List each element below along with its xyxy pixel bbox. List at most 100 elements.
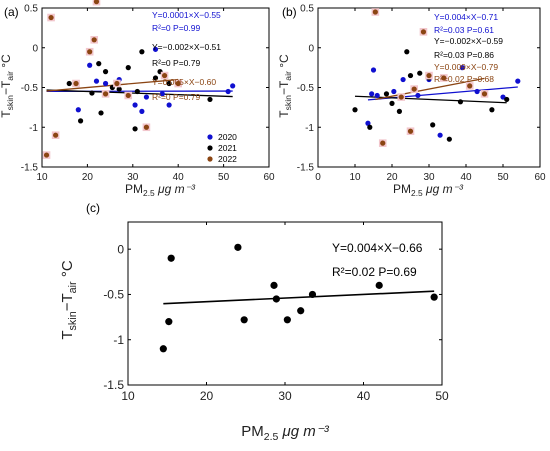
data-point-2021: [96, 61, 102, 67]
data-point-2020: [500, 94, 506, 100]
data-point-2022: [114, 80, 120, 87]
y-tick-label: -1: [113, 333, 124, 347]
data-point-2021: [134, 88, 140, 95]
fit-annotation: Y=−0.002×X−0.59: [434, 36, 503, 46]
legend-label: 2021: [218, 143, 237, 153]
data-point-2022: [125, 92, 131, 99]
y-tick-label: -0.5: [297, 83, 315, 94]
data-point-all: [283, 316, 291, 324]
legend-label: 2020: [218, 132, 237, 142]
data-point-2021: [417, 70, 423, 76]
fit-annotation: Y=0.005×X−0.60: [152, 77, 216, 87]
x-axis-label: PM2.5 μg m⁻³: [241, 423, 329, 443]
data-point-2022: [372, 9, 378, 15]
data-point-all: [308, 290, 317, 299]
fit-annotation: R²=0 P=0.99: [152, 23, 200, 33]
data-point-2020: [391, 88, 397, 95]
data-point-2022: [380, 140, 386, 146]
data-point-2021: [457, 99, 464, 105]
y-tick-label: 0: [32, 43, 38, 54]
data-point-2022: [91, 37, 97, 43]
data-point-all: [165, 318, 173, 326]
fit-annotation: Y=0.004×X−0.71: [434, 12, 498, 22]
data-point-2022: [161, 72, 168, 79]
data-point-2022: [53, 132, 59, 138]
x-tick-label: 30: [423, 172, 435, 183]
data-point-2021: [389, 100, 395, 106]
data-point-2020: [515, 78, 521, 84]
data-point-2022: [175, 80, 181, 87]
data-point-2020: [459, 65, 465, 71]
data-point-2022: [481, 91, 488, 97]
x-tick-label: 30: [278, 389, 292, 403]
y-tick-label: -0.5: [21, 83, 39, 94]
data-point-2020: [474, 88, 480, 95]
x-tick-label: 40: [460, 172, 472, 183]
data-point-2021: [489, 107, 495, 113]
data-point-2020: [437, 132, 443, 138]
data-point-all: [167, 254, 175, 262]
fit-line: [375, 77, 485, 101]
data-point-2020: [139, 108, 145, 114]
x-axis-label: PM2.5 μg m⁻³: [393, 182, 464, 198]
data-point-2022: [102, 91, 109, 97]
data-point-2020: [132, 102, 138, 108]
panel-label: (c): [86, 201, 100, 215]
data-point-2020: [143, 94, 150, 100]
y-tick-label: 0.5: [24, 4, 38, 15]
panel-a: 10 20 30 40 50 60 -1.5 -1 -0.5 0 0.5 Y=0.0001×X−0.5…: [0, 0, 275, 198]
data-point-2021: [504, 96, 510, 103]
fit-line: [163, 290, 435, 305]
data-point-2021: [98, 110, 104, 116]
data-point-2021: [407, 72, 414, 79]
data-point-2022: [411, 86, 417, 92]
legend-marker: [207, 134, 213, 140]
data-point-all: [240, 316, 248, 324]
y-tick-label: -1.5: [21, 163, 39, 174]
data-point-2021: [89, 90, 95, 96]
y-tick-label: -1: [305, 123, 314, 134]
x-tick-label: 40: [173, 172, 185, 183]
x-tick-label: 60: [534, 172, 546, 183]
x-tick-label: 50: [218, 172, 230, 183]
data-point-2020: [93, 78, 100, 84]
legend-marker: [207, 156, 213, 162]
y-tick-label: -1.5: [103, 378, 124, 392]
data-point-2020: [230, 83, 236, 89]
data-point-2021: [116, 86, 122, 92]
fit-annotation: Y=−0.002×X−0.51: [152, 42, 221, 52]
y-axis-label: Tskin−Tair °C: [277, 54, 293, 118]
fit-annotation: R²=0.02 P=0.69: [332, 265, 417, 279]
fit-annotation: Y=0.009×X−0.79: [434, 62, 498, 72]
x-tick-label: 50: [497, 172, 509, 183]
data-point-2022: [426, 72, 432, 79]
data-point-2021: [367, 124, 373, 130]
data-point-2021: [166, 80, 172, 87]
legend-label: 2022: [218, 154, 237, 164]
data-point-2022: [441, 75, 447, 81]
y-tick-label: -0.5: [103, 288, 124, 302]
data-point-2020: [365, 120, 371, 126]
data-point-2022: [420, 29, 427, 35]
data-point-2021: [430, 122, 436, 128]
data-point-2021: [352, 107, 358, 113]
fit-line: [354, 95, 507, 104]
y-axis-label: Tskin−Tair °C: [59, 260, 79, 339]
x-tick-label: 50: [435, 389, 449, 403]
data-point-2021: [102, 69, 109, 75]
data-point-2021: [77, 118, 84, 124]
x-tick-label: 10: [349, 172, 361, 183]
x-tick-label: 0: [315, 172, 321, 183]
legend-marker: [207, 145, 213, 151]
data-point-all: [272, 295, 280, 303]
data-point-2020: [102, 80, 109, 87]
x-tick-label: 20: [82, 172, 94, 183]
data-point-2021: [404, 49, 410, 55]
data-point-2021: [207, 96, 213, 103]
data-point-2022: [93, 0, 100, 5]
data-point-2022: [87, 49, 93, 55]
data-point-2020: [166, 102, 172, 108]
data-point-all: [297, 307, 305, 315]
data-point-2022: [43, 152, 50, 158]
